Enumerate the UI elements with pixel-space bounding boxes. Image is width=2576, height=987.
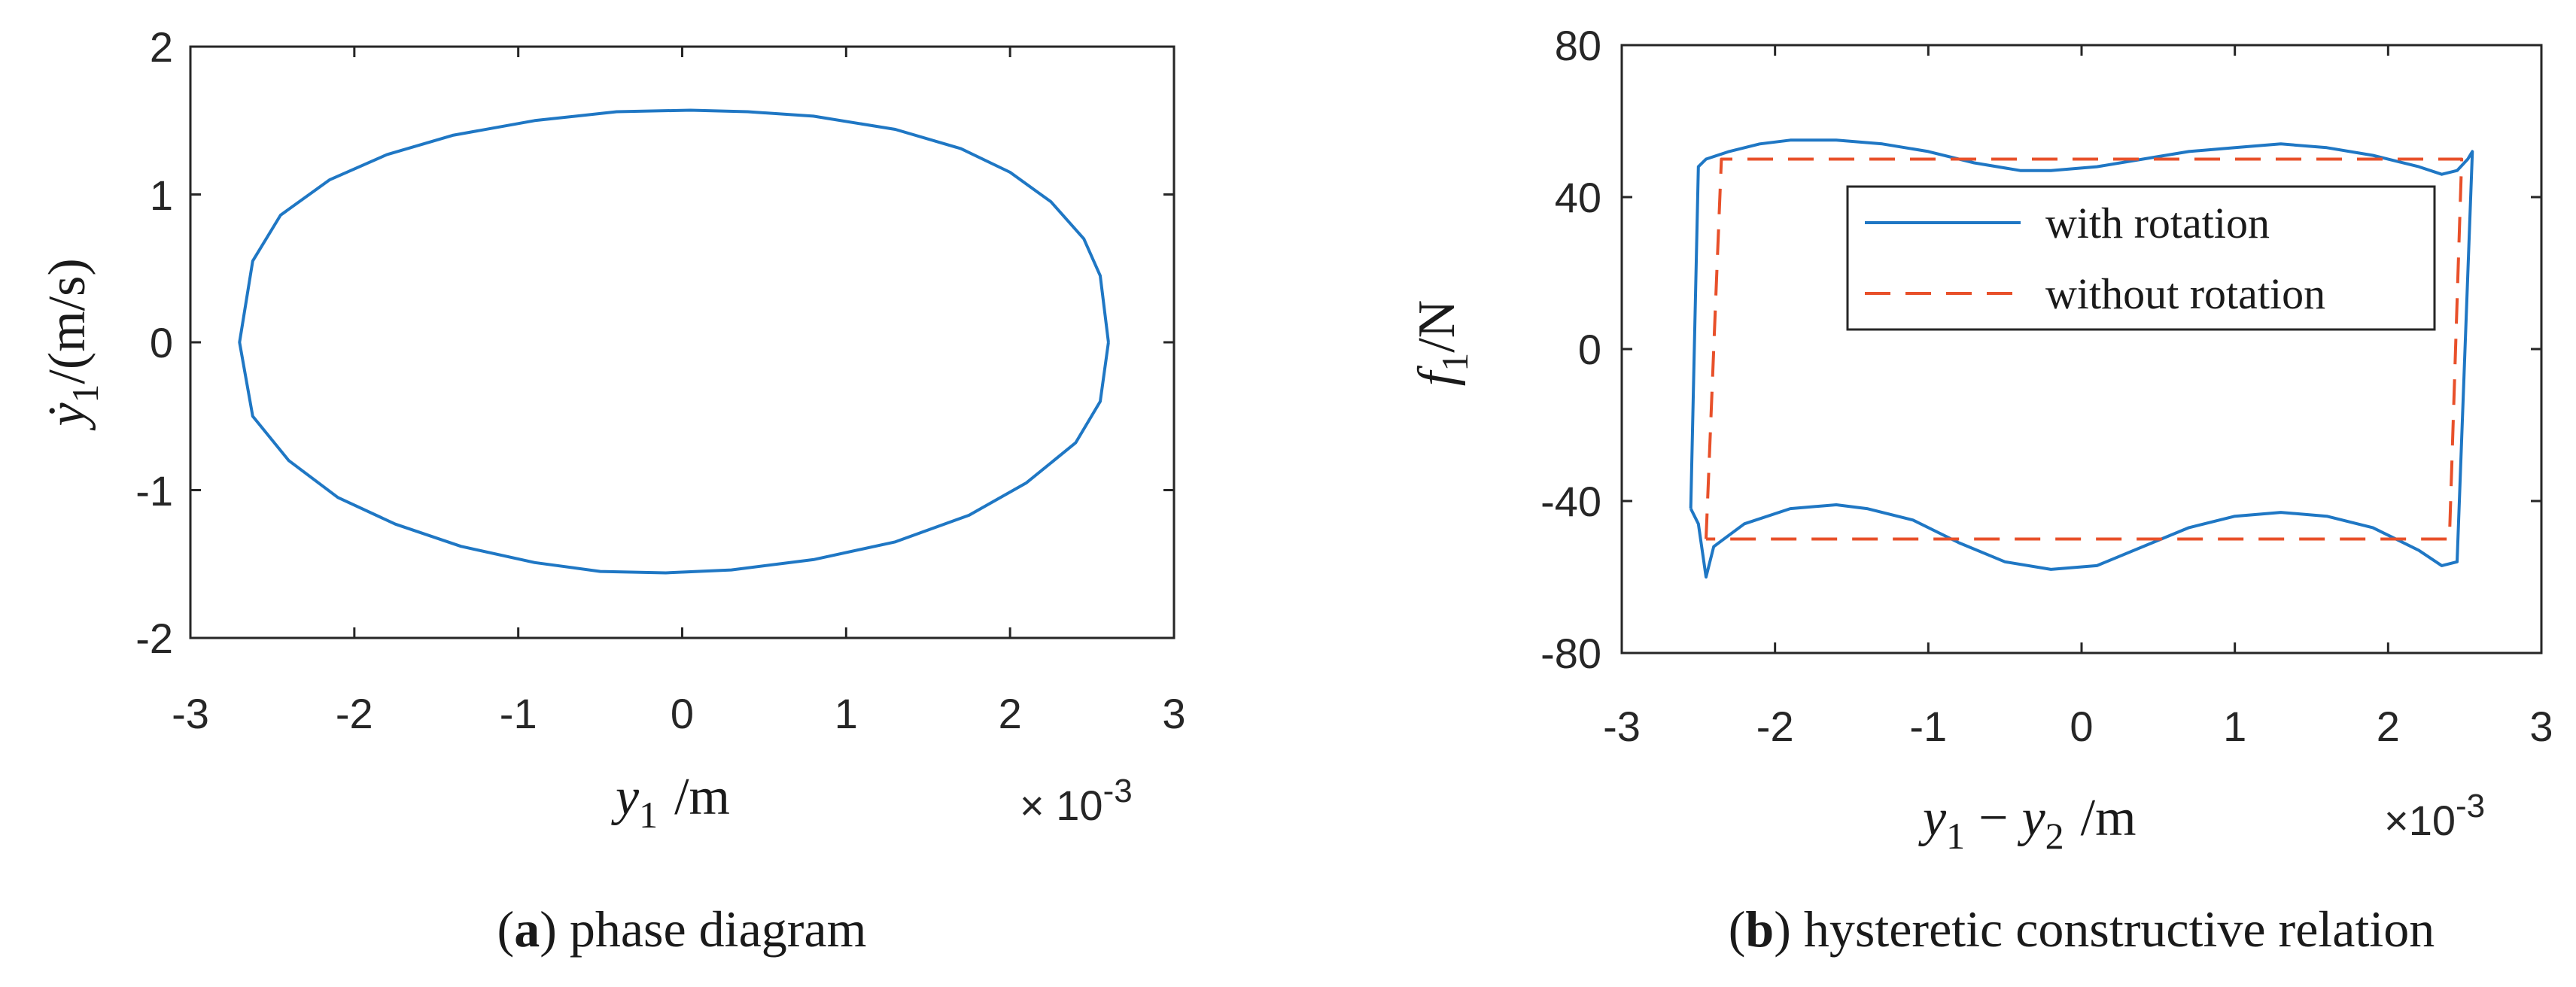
- plot-area-a: [189, 45, 1175, 639]
- x-tick-label: 3: [2529, 703, 2553, 750]
- y-tick-label: -80: [1540, 630, 1601, 677]
- legend-b: with rotation without rotation: [1846, 185, 2436, 331]
- x-tick-labels-a: -3 -2 -1 0 1 2 3: [172, 690, 1185, 737]
- x-axis-label-a: y1/m: [611, 768, 730, 836]
- tick-marks-a: [189, 45, 1175, 639]
- y-tick-label: 0: [150, 319, 173, 366]
- series-line-without-rotation: [1705, 157, 2464, 541]
- y-tick-labels-a: -2 -1 0 1 2: [135, 23, 173, 662]
- series-group-a: [238, 108, 1110, 575]
- x-tick-label: 2: [2377, 703, 2400, 750]
- x-tick-label: -3: [1603, 703, 1641, 750]
- x-tick-label: -3: [172, 690, 209, 737]
- y-tick-label: 0: [1578, 326, 1601, 373]
- x-tick-label: -2: [1756, 703, 1794, 750]
- y-axis-label-b: f1/N: [1408, 300, 1476, 386]
- x-tick-label: 1: [835, 690, 858, 737]
- caption-a: (a) phase diagram: [497, 900, 867, 958]
- series-line-with-rotation: [1689, 138, 2474, 579]
- x-axis-label-b: y1− y2/m: [1918, 789, 2137, 857]
- x-tick-labels-b: -3 -2 -1 0 1 2 3: [1603, 703, 2553, 750]
- legend-label-with-rotation: with rotation: [2045, 199, 2270, 248]
- x-tick-label: 0: [2070, 703, 2093, 750]
- y-tick-label: -40: [1540, 478, 1601, 525]
- x-tick-label: -1: [1909, 703, 1947, 750]
- plot-area-b: [1620, 44, 2543, 654]
- y-tick-label: 2: [150, 23, 173, 71]
- x-tick-label: -1: [500, 690, 537, 737]
- legend-box: [1846, 185, 2436, 331]
- series-line-phase-curve: [238, 108, 1110, 575]
- x-multiplier-b: ×10-3: [2384, 788, 2485, 844]
- x-tick-label: -2: [336, 690, 373, 737]
- y-tick-label: -2: [135, 615, 173, 662]
- x-tick-label: 3: [1162, 690, 1185, 737]
- x-tick-label: 1: [2223, 703, 2246, 750]
- series-group-b: [1689, 138, 2474, 579]
- x-tick-label: 2: [999, 690, 1022, 737]
- y-tick-label: -1: [135, 467, 173, 515]
- panel-b: -3 -2 -1 0 1 2 3 -80 -40 0 40 80 ×10-3 y…: [1408, 22, 2553, 958]
- y-tick-label: 1: [150, 172, 173, 219]
- panel-a: -3 -2 -1 0 1 2 3 -2 -1 0 1 2 × 10-3 y1/m…: [38, 23, 1186, 958]
- y-tick-label: 40: [1555, 174, 1601, 221]
- y-axis-label-a: ẏ1/(m/s): [38, 258, 106, 430]
- legend-label-without-rotation: without rotation: [2045, 269, 2325, 318]
- tick-marks-b: [1620, 44, 2543, 654]
- x-multiplier-a: × 10-3: [1020, 773, 1133, 829]
- caption-b: (b) hysteretic constructive relation: [1729, 900, 2435, 958]
- x-tick-label: 0: [671, 690, 694, 737]
- y-tick-label: 80: [1555, 22, 1601, 69]
- y-tick-labels-b: -80 -40 0 40 80: [1540, 22, 1601, 677]
